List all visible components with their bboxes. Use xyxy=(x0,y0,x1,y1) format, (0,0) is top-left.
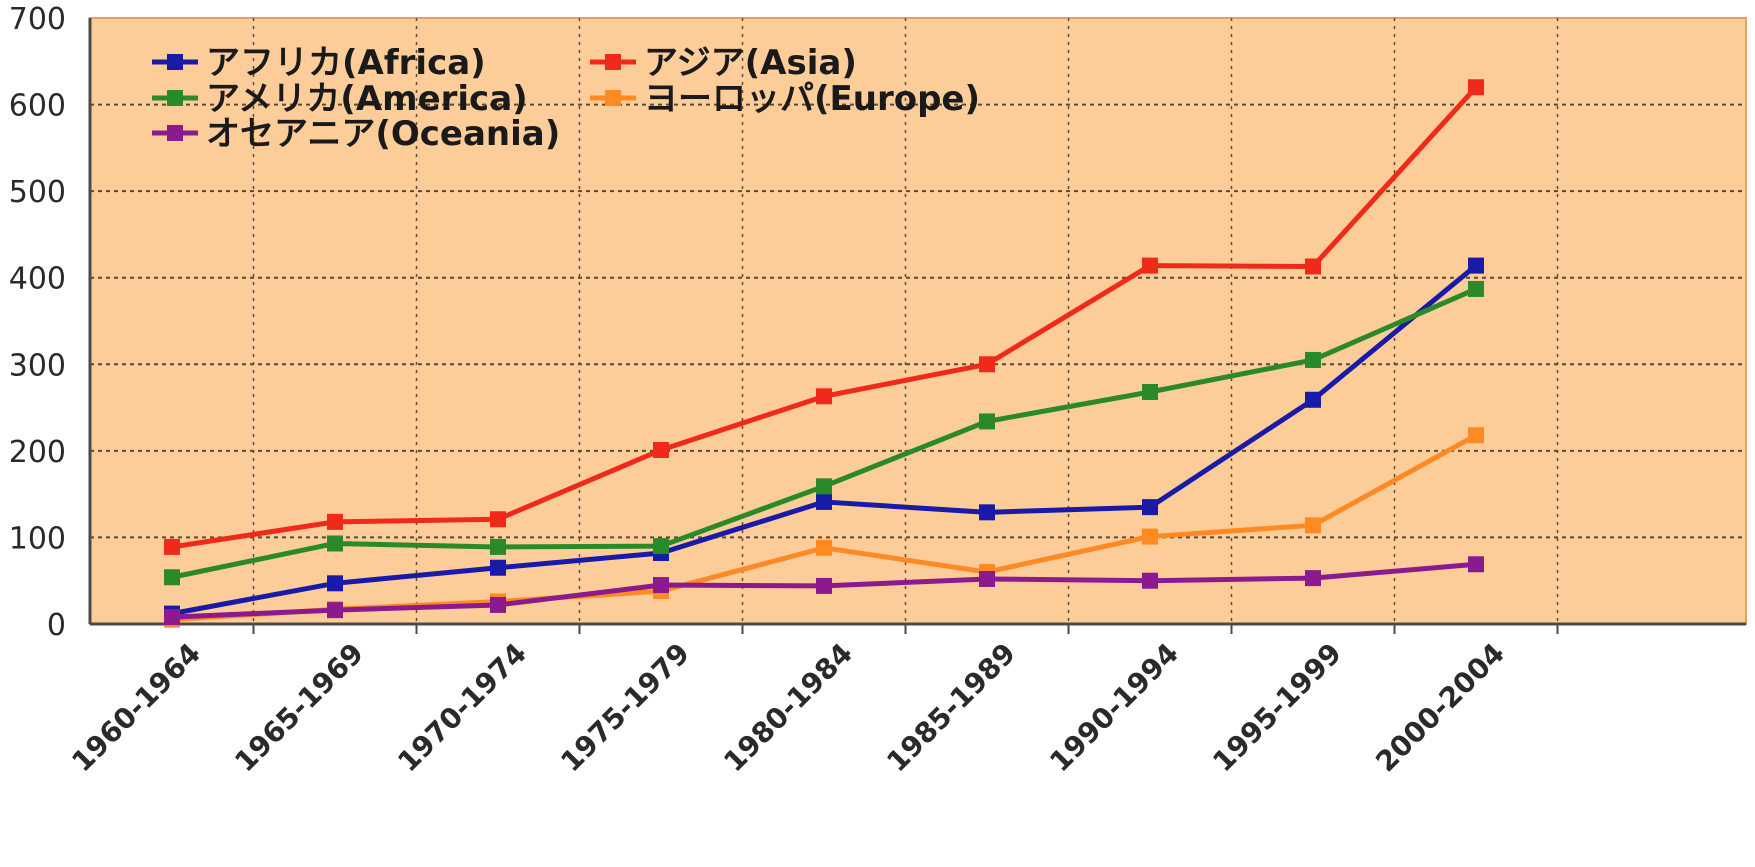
data-point xyxy=(1305,517,1321,534)
legend-swatch-marker xyxy=(167,125,183,141)
data-point xyxy=(1142,383,1158,400)
data-point xyxy=(653,441,669,458)
data-point xyxy=(1142,499,1158,516)
data-point xyxy=(816,577,832,594)
legend-label: アメリカ(America) xyxy=(206,79,528,119)
legend-label: オセアニア(Oceania) xyxy=(206,114,560,154)
x-tick-label: 1975-1979 xyxy=(554,637,696,779)
data-point xyxy=(327,535,343,552)
legend: アフリカ(Africa) アジア(Asia) アメリカ(America) ヨーロッパ(… xyxy=(152,43,980,154)
data-point xyxy=(816,478,832,495)
legend-item: アジア(Asia) xyxy=(590,43,857,83)
data-point xyxy=(979,504,995,521)
legend-swatch-marker xyxy=(167,54,183,70)
data-point xyxy=(653,538,669,555)
x-tick-label: 1990-1994 xyxy=(1043,637,1185,779)
data-point xyxy=(1468,556,1484,573)
x-tick-label: 1960-1964 xyxy=(65,637,207,779)
grid xyxy=(90,18,1746,624)
legend-label: アジア(Asia) xyxy=(644,43,857,83)
data-point xyxy=(327,575,343,592)
x-tick-label: 2000-2004 xyxy=(1369,637,1511,779)
data-point xyxy=(1468,427,1484,444)
data-point xyxy=(1142,528,1158,545)
y-tick-label: 500 xyxy=(9,175,66,210)
x-tick-label: 1965-1969 xyxy=(228,637,370,779)
data-point xyxy=(327,602,343,619)
data-point xyxy=(979,356,995,373)
data-point xyxy=(979,570,995,587)
data-point xyxy=(979,413,995,430)
data-point xyxy=(164,569,180,586)
series-1 xyxy=(164,79,1484,555)
legend-item: ヨーロッパ(Europe) xyxy=(590,79,980,119)
axes xyxy=(88,18,1746,634)
x-tick-label: 1980-1984 xyxy=(717,637,859,779)
data-point xyxy=(1468,257,1484,274)
legend-item: オセアニア(Oceania) xyxy=(152,114,560,154)
data-point xyxy=(1305,351,1321,368)
legend-swatch-marker xyxy=(167,90,183,106)
data-point xyxy=(1142,257,1158,274)
data-point xyxy=(490,511,506,528)
legend-item: アフリカ(Africa) xyxy=(152,43,486,83)
legend-swatch-marker xyxy=(605,54,621,70)
series-2 xyxy=(164,280,1484,586)
y-tick-label: 600 xyxy=(9,89,66,124)
legend-label: ヨーロッパ(Europe) xyxy=(644,79,980,119)
data-point xyxy=(490,559,506,576)
data-point xyxy=(490,538,506,555)
data-point xyxy=(816,539,832,556)
data-point xyxy=(1305,391,1321,408)
y-tick-label: 300 xyxy=(9,348,66,383)
y-tick-label: 200 xyxy=(9,435,66,470)
data-point xyxy=(164,538,180,555)
data-point xyxy=(1305,570,1321,587)
x-tick-label: 1985-1989 xyxy=(880,637,1022,779)
legend-item: アメリカ(America) xyxy=(152,79,528,119)
data-point xyxy=(490,596,506,613)
y-tick-label: 700 xyxy=(9,2,66,37)
data-point xyxy=(816,493,832,510)
data-point xyxy=(653,577,669,594)
data-point xyxy=(1468,79,1484,96)
y-tick-label: 400 xyxy=(9,262,66,297)
data-point xyxy=(1468,280,1484,297)
data-point xyxy=(816,388,832,405)
legend-swatch-marker xyxy=(605,90,621,106)
series xyxy=(164,79,1484,628)
x-axis-ticks: 1960-1964 1965-1969 1970-1974 1975-1979 1980… xyxy=(65,637,1511,779)
y-tick-label: 100 xyxy=(9,521,66,556)
y-tick-label: 0 xyxy=(47,608,66,643)
y-axis-ticks: 0 100 200 300 400 500 600 700 xyxy=(9,2,66,643)
data-point xyxy=(1142,572,1158,589)
x-tick-label: 1970-1974 xyxy=(391,637,533,779)
data-point xyxy=(1305,258,1321,275)
data-point xyxy=(327,513,343,530)
series-4 xyxy=(164,556,1484,626)
data-point xyxy=(164,609,180,626)
legend-label: アフリカ(Africa) xyxy=(206,43,486,83)
x-tick-label: 1995-1999 xyxy=(1206,637,1348,779)
